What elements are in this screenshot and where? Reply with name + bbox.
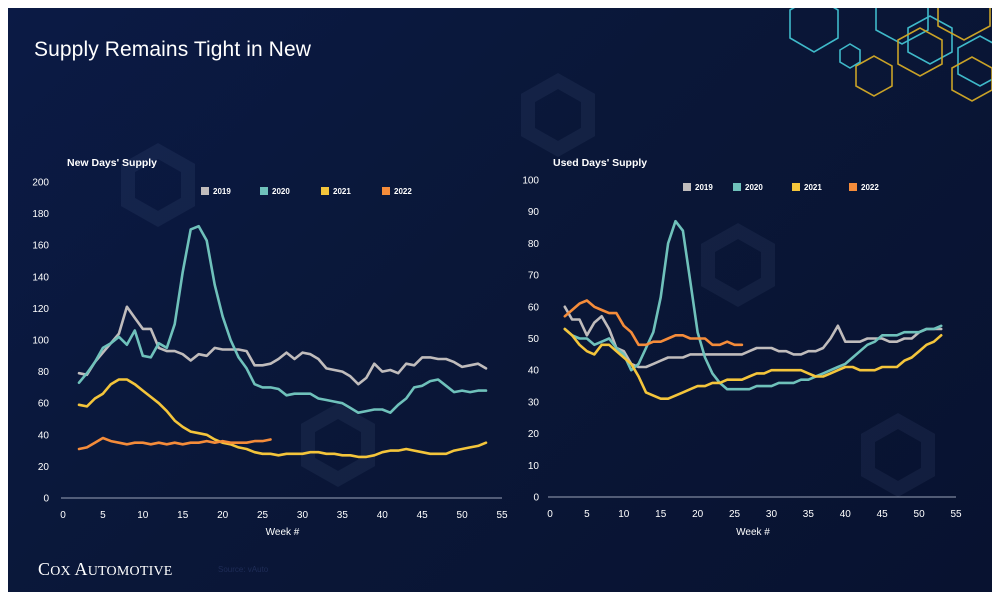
new-legend-label-2019: 2019: [213, 187, 231, 196]
cox-automotive-logo: COX AUTOMOTIVE: [38, 559, 173, 579]
new-x-tick-label: 40: [377, 510, 389, 521]
used-x-tick-label: 55: [950, 509, 962, 520]
used-x-axis-label: Week #: [736, 527, 770, 538]
new-y-tick-label: 120: [32, 304, 49, 315]
used-days-supply-chart: 0 10 20 30 40 50 60 70 80 90 100 0 5 10 15 20 25 30 35 40 45…: [522, 176, 962, 539]
used-y-tick-label: 20: [528, 429, 540, 440]
used-x-tick-label: 50: [914, 509, 926, 520]
used-y-tick-label: 60: [528, 302, 540, 313]
new-series-2022-line: [77, 436, 272, 451]
used-x-tick-label: 0: [547, 509, 553, 520]
used-series-2021-line: [563, 327, 943, 401]
new-x-tick-label: 35: [337, 510, 349, 521]
used-x-tick-label: 15: [655, 509, 667, 520]
used-y-tick-label: 50: [528, 334, 540, 345]
new-y-tick-label: 160: [32, 241, 49, 252]
new-series-2019-line: [77, 305, 488, 386]
new-x-tick-label: 15: [177, 510, 189, 521]
slide-title: Supply Remains Tight in New: [34, 38, 311, 61]
used-y-tick-label: 0: [533, 493, 539, 504]
new-x-tick-label: 5: [100, 510, 106, 521]
new-y-tick-label: 80: [38, 367, 50, 378]
used-legend-label-2022: 2022: [861, 183, 879, 192]
new-x-tick-label: 10: [137, 510, 149, 521]
new-y-tick-label: 40: [38, 430, 50, 441]
new-series-2020-line: [77, 224, 488, 415]
new-y-tick-label: 0: [43, 494, 49, 505]
used-legend-swatch-2020: [733, 183, 741, 191]
source-note: Source: vAuto: [218, 565, 269, 574]
new-x-tick-label: 30: [297, 510, 309, 521]
used-x-tick-label: 25: [729, 509, 741, 520]
used-series-2022-line: [563, 299, 744, 347]
used-y-tick-label: 80: [528, 239, 540, 250]
new-legend-swatch-2020: [260, 187, 268, 195]
used-legend-label-2019: 2019: [695, 183, 713, 192]
new-legend-swatch-2021: [321, 187, 329, 195]
new-x-tick-label: 0: [60, 510, 66, 521]
background-pattern: [121, 8, 992, 498]
used-legend-swatch-2021: [792, 183, 800, 191]
used-series-2020-line: [563, 219, 943, 391]
used-y-tick-label: 100: [522, 176, 539, 187]
used-x-tick-label: 40: [840, 509, 852, 520]
new-x-tick-label: 20: [217, 510, 229, 521]
new-legend-label-2020: 2020: [272, 187, 290, 196]
new-y-tick-label: 20: [38, 462, 50, 473]
new-x-tick-label: 55: [496, 510, 508, 521]
new-y-tick-label: 60: [38, 399, 50, 410]
new-series-2021-line: [77, 378, 488, 459]
used-x-tick-label: 45: [877, 509, 889, 520]
new-chart-title: New Days' Supply: [67, 157, 158, 169]
used-legend-label-2021: 2021: [804, 183, 822, 192]
new-x-tick-label: 45: [417, 510, 429, 521]
new-y-tick-label: 140: [32, 272, 49, 283]
new-y-tick-label: 200: [32, 178, 49, 189]
new-y-tick-label: 180: [32, 209, 49, 220]
used-legend-label-2020: 2020: [745, 183, 763, 192]
slide: Supply Remains Tight in New New Days' Su…: [8, 8, 992, 592]
new-days-supply-chart: 0 20 40 60 80 100 120 140 160 180 200 0 5 10 15 20 25 30 3…: [32, 178, 508, 539]
new-legend-label-2022: 2022: [394, 187, 412, 196]
used-y-tick-label: 40: [528, 366, 540, 377]
used-x-tick-label: 10: [618, 509, 630, 520]
used-y-tick-label: 90: [528, 207, 540, 218]
new-legend-label-2021: 2021: [333, 187, 351, 196]
new-legend-swatch-2022: [382, 187, 390, 195]
used-y-tick-label: 70: [528, 271, 540, 282]
used-legend-swatch-2022: [849, 183, 857, 191]
used-y-tick-label: 30: [528, 397, 540, 408]
hexagon-decoration: [789, 8, 992, 102]
new-x-tick-label: 50: [457, 510, 469, 521]
used-x-tick-label: 35: [803, 509, 815, 520]
new-legend-swatch-2019: [201, 187, 209, 195]
used-x-tick-label: 5: [584, 509, 590, 520]
new-y-tick-label: 100: [32, 336, 49, 347]
new-x-axis-label: Week #: [266, 527, 300, 538]
used-x-tick-label: 20: [692, 509, 704, 520]
used-x-tick-label: 30: [766, 509, 778, 520]
used-chart-title: Used Days' Supply: [553, 157, 648, 169]
used-y-tick-label: 10: [528, 461, 540, 472]
new-x-tick-label: 25: [257, 510, 269, 521]
used-series-2019-line: [563, 305, 943, 369]
used-legend-swatch-2019: [683, 183, 691, 191]
